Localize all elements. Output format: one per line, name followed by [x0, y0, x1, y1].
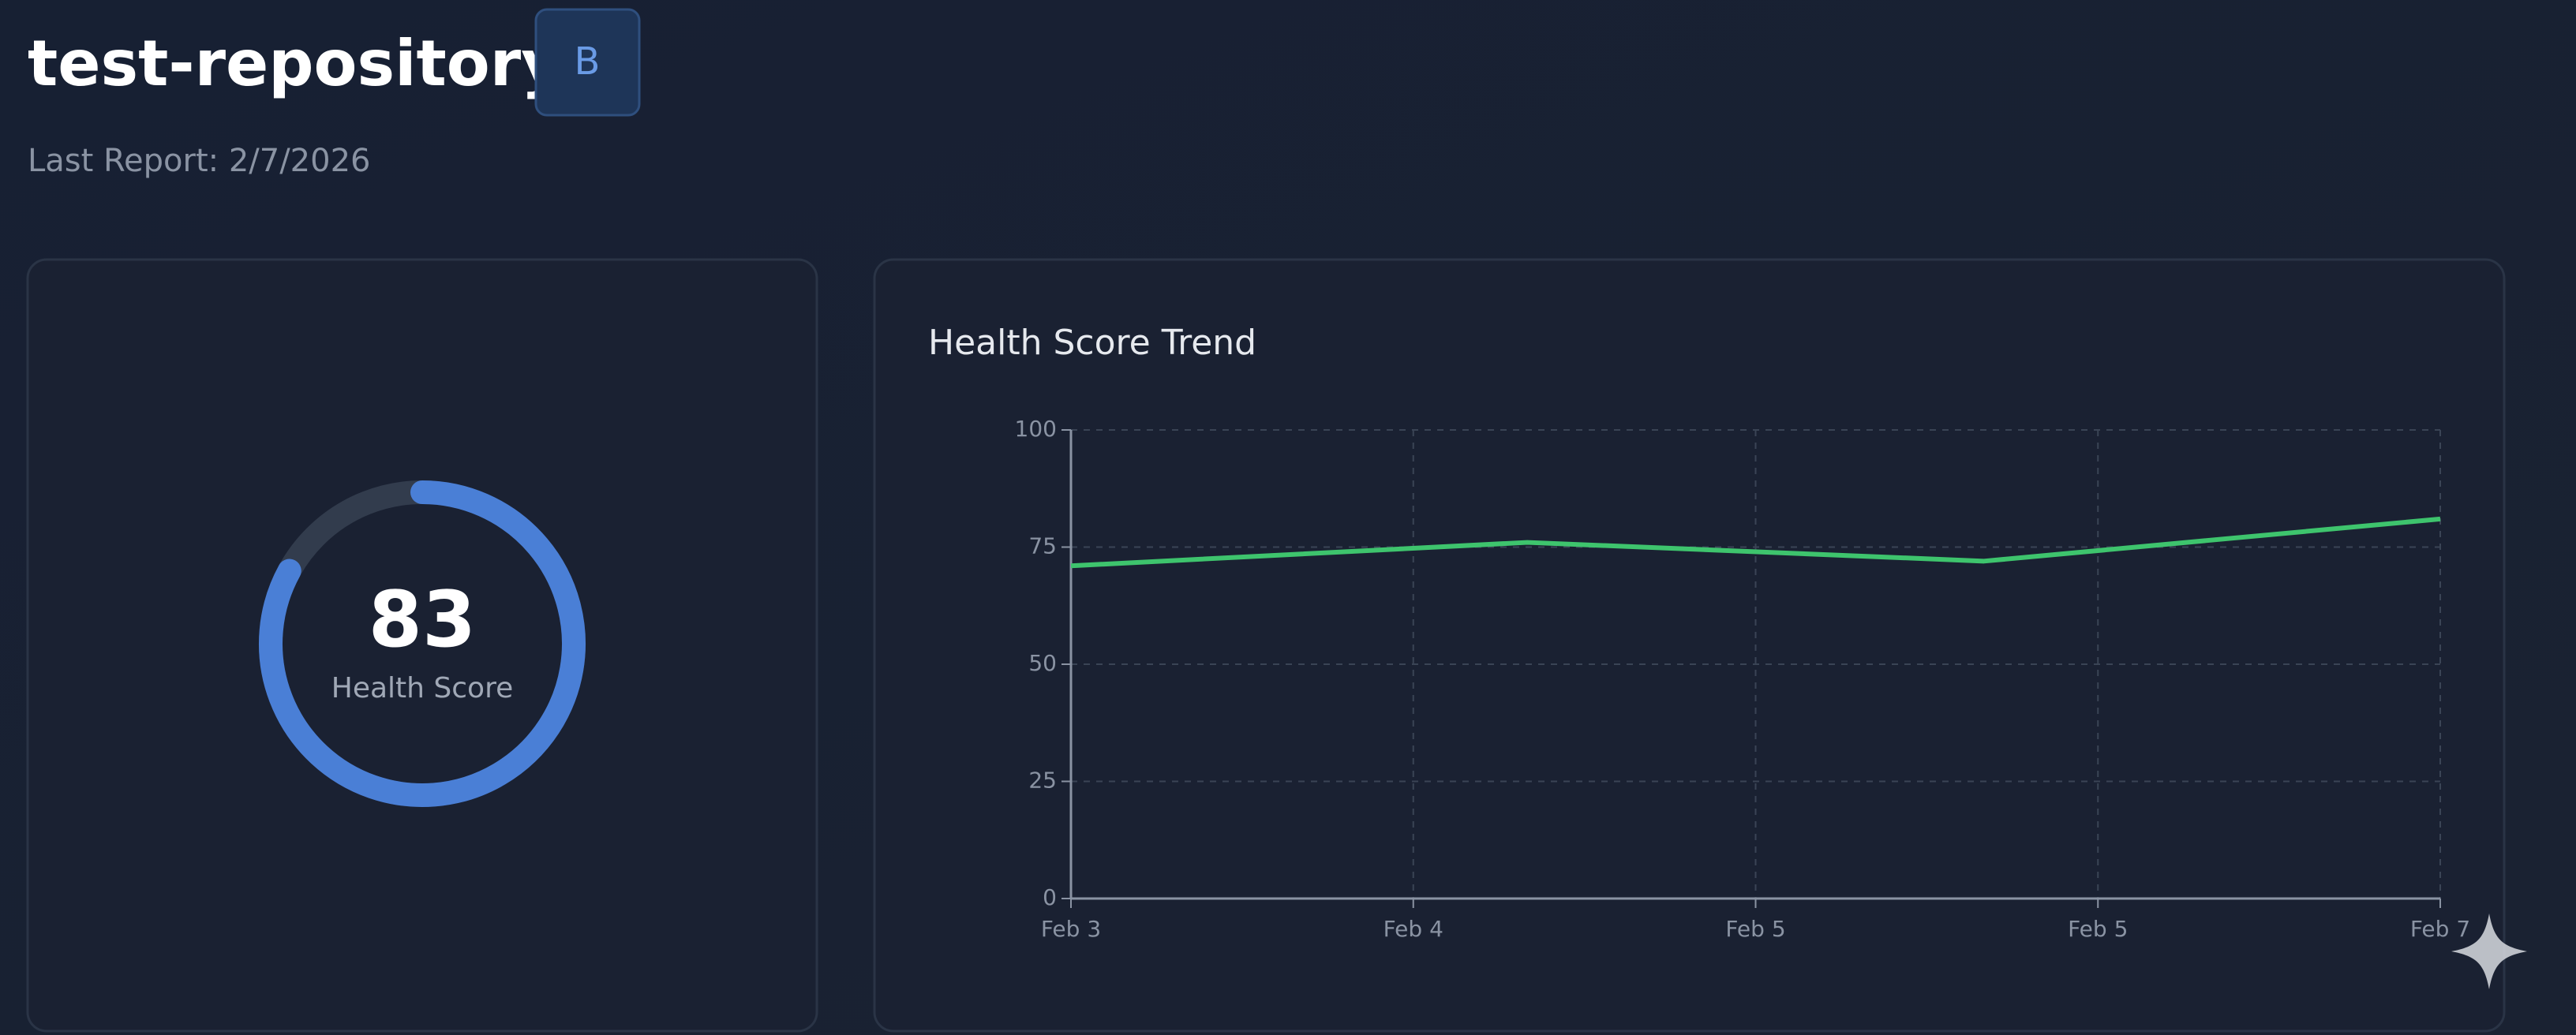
y-tick-label: 0 [1043, 884, 1057, 910]
y-tick-label: 25 [1028, 768, 1057, 794]
x-tick-label: Feb 5 [2068, 916, 2128, 942]
score-card [26, 258, 818, 1033]
chart-title: Health Score Trend [928, 323, 1256, 363]
grade-badge [534, 8, 641, 117]
y-tick-label: 50 [1028, 650, 1057, 676]
x-tick-label: Feb 7 [2410, 916, 2470, 942]
grade-badge-text: B [575, 39, 601, 84]
gauge-arc [259, 480, 586, 807]
y-tick-label: 75 [1028, 533, 1057, 559]
x-tick-label: Feb 3 [1041, 916, 1101, 942]
x-tick-label: Feb 5 [1725, 916, 1785, 942]
last-report: Last Report: 2/7/2026 [28, 143, 370, 179]
sparkle-icon [2451, 914, 2527, 989]
trend-card [873, 258, 2506, 1033]
y-tick-label: 100 [1015, 416, 1057, 442]
x-tick-label: Feb 4 [1383, 916, 1443, 942]
score-label: Health Score [331, 672, 513, 704]
trend-line [1070, 516, 2441, 569]
score-value: 83 [369, 575, 476, 665]
repo-title: test-repository [28, 27, 562, 100]
